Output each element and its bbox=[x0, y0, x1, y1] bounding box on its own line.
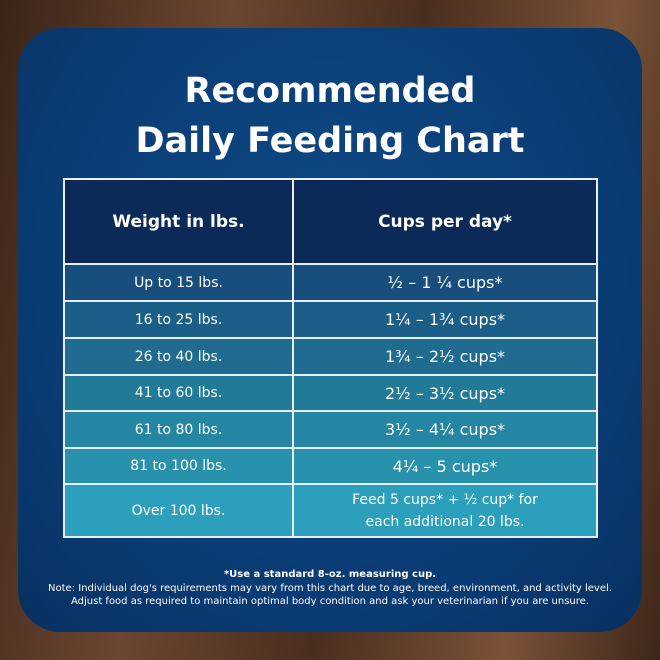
table-row: 61 to 80 lbs. 3½ – 4¼ cups* bbox=[63, 410, 598, 449]
table-cell: 26 to 40 lbs. bbox=[63, 337, 294, 376]
footnote: *Use a standard 8-oz. measuring cup. bbox=[223, 569, 437, 580]
table-cell: 2½ – 3½ cups* bbox=[292, 374, 598, 412]
table-row: 41 to 60 lbs. 2½ – 3½ cups* bbox=[63, 374, 598, 412]
header-cell: Weight in lbs. bbox=[63, 178, 294, 265]
table-cell: ½ – 1 ¼ cups* bbox=[292, 263, 598, 302]
table-cell: Feed 5 cups* + ½ cup* for each additiona… bbox=[292, 483, 598, 538]
table-cell: 4¼ – 5 cups* bbox=[292, 447, 598, 485]
table-row: 81 to 100 lbs. 4¼ – 5 cups* bbox=[63, 447, 598, 485]
table-cell: 41 to 60 lbs. bbox=[63, 374, 294, 412]
footnote: Adjust food as required to maintain opti… bbox=[70, 596, 589, 607]
cell-text: Feed 5 cups* + ½ cup* for each additiona… bbox=[352, 491, 538, 530]
table-cell: 61 to 80 lbs. bbox=[63, 410, 294, 449]
title: Recommended Daily Feeding Chart bbox=[0, 66, 660, 166]
title-line: Recommended bbox=[184, 71, 476, 111]
table-cell: 3½ – 4¼ cups* bbox=[292, 410, 598, 449]
table-cell: 1¼ – 1¾ cups* bbox=[292, 300, 598, 339]
table-cell: 81 to 100 lbs. bbox=[63, 447, 294, 485]
header-cell: Cups per day* bbox=[292, 178, 598, 265]
table-cell: 1¾ – 2½ cups* bbox=[292, 337, 598, 376]
table-row: Up to 15 lbs. ½ – 1 ¼ cups* bbox=[63, 263, 598, 302]
feeding-table: Weight in lbs. Cups per day* Up to 15 lb… bbox=[63, 178, 598, 538]
footnotes: *Use a standard 8-oz. measuring cup. Not… bbox=[0, 568, 660, 609]
table-row: 16 to 25 lbs. 1¼ – 1¾ cups* bbox=[63, 300, 598, 339]
table-cell: Over 100 lbs. bbox=[63, 483, 294, 538]
table-cell: 16 to 25 lbs. bbox=[63, 300, 294, 339]
title-line: Daily Feeding Chart bbox=[135, 121, 525, 161]
table-row: 26 to 40 lbs. 1¾ – 2½ cups* bbox=[63, 337, 598, 376]
table-cell: Up to 15 lbs. bbox=[63, 263, 294, 302]
header-row: Weight in lbs. Cups per day* bbox=[63, 178, 598, 265]
footnote: Note: Individual dog's requirements may … bbox=[48, 582, 612, 594]
table-row: Over 100 lbs. Feed 5 cups* + ½ cup* for e… bbox=[63, 483, 598, 538]
